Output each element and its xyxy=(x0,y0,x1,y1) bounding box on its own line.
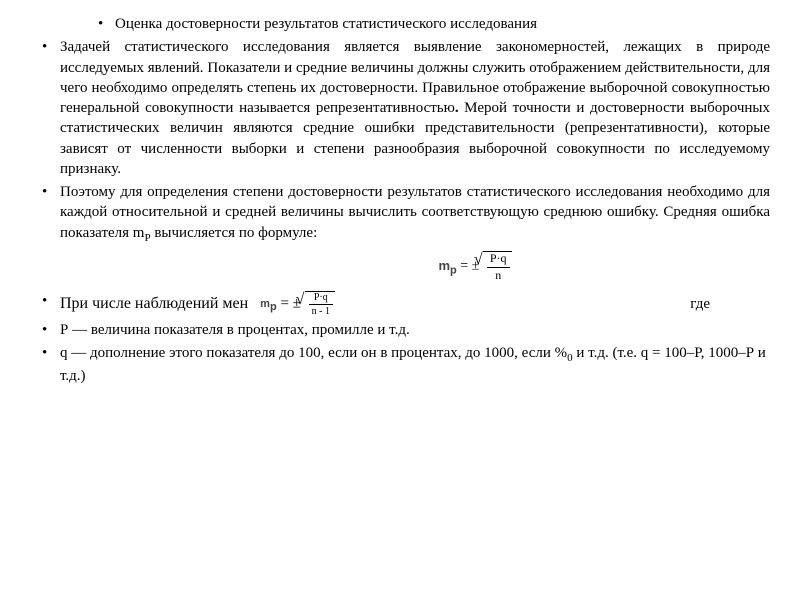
formula1-lhs: mр xyxy=(438,258,456,273)
title-text: Оценка достоверности результатов статист… xyxy=(115,16,537,32)
definition-p: Р — величина показателя в процентах, про… xyxy=(20,320,770,340)
paragraph-2: Поэтому для определения степени достовер… xyxy=(20,182,770,288)
para2-cont: вычисляется по формуле: xyxy=(151,225,318,241)
obs-where: где xyxy=(690,294,770,314)
formula1-frac: Р·q n xyxy=(487,252,510,281)
formula-2: mр = ± √ Р·q n - 1 xyxy=(260,291,335,317)
sqrt-tick-icon: √ xyxy=(296,292,305,308)
formula2-frac: Р·q n - 1 xyxy=(309,292,333,317)
formula2-sqrt: √ Р·q n - 1 xyxy=(305,291,335,317)
def-q-a: q — дополнение этого показателя до 100, … xyxy=(60,345,567,361)
title-bullet: Оценка достоверности результатов статист… xyxy=(20,14,770,34)
formula-1: mр = ± √ Р·q n xyxy=(60,245,770,287)
formula2-lhs: mр xyxy=(260,298,277,310)
sqrt-tick-icon: √ xyxy=(474,252,483,268)
observations-line: При числе наблюдений мен mр = ± √ Р·q n … xyxy=(20,291,770,317)
def-p-text: Р — величина показателя в процентах, про… xyxy=(60,322,410,338)
obs-text: При числе наблюдений мен xyxy=(60,293,248,315)
formula1-sqrt: √ Р·q n xyxy=(483,251,512,281)
paragraph-1: Задачей статистического исследования явл… xyxy=(20,37,770,179)
definition-q: q — дополнение этого показателя до 100, … xyxy=(20,343,770,386)
